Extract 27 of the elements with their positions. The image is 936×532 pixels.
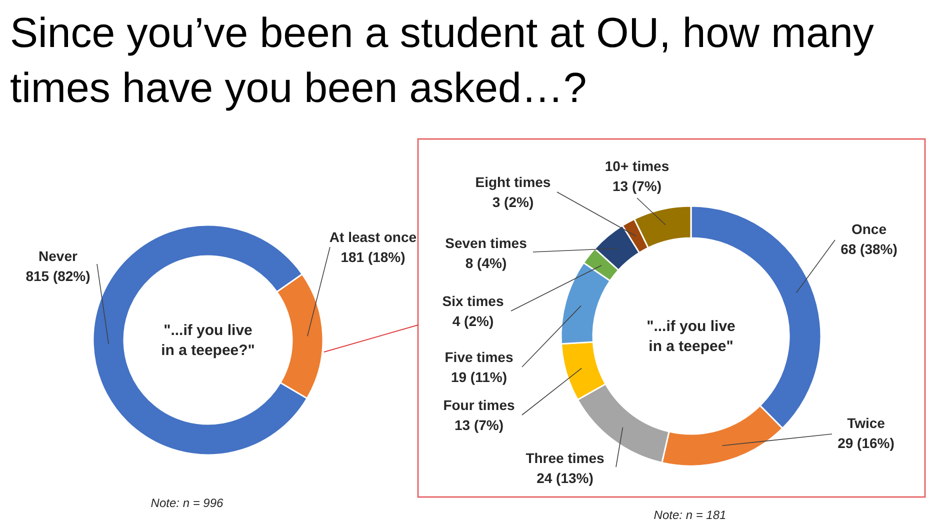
- slice-label: Never: [38, 248, 78, 264]
- data-label: 13 (7%): [612, 178, 662, 194]
- slice-label: Six times: [442, 293, 504, 309]
- slice-label: Five times: [444, 349, 514, 365]
- chart-title: Since you’ve been a student at OU, how many times have you been asked…?: [10, 9, 874, 111]
- data-label: 68 (38%): [840, 241, 898, 257]
- text: "...if you live in a teepee": [646, 318, 736, 355]
- slice-label: Four times: [443, 397, 515, 413]
- data-label: 4 (2%): [452, 313, 494, 329]
- slice-label: Eight times: [475, 174, 551, 190]
- text: "...if you live in a teepee?": [161, 322, 255, 359]
- data-label: 3 (2%): [492, 194, 534, 210]
- slice-label: Once: [851, 221, 887, 237]
- slice-label: At least once: [329, 229, 417, 245]
- slice-label: 10+ times: [604, 158, 670, 174]
- data-label: 29 (16%): [838, 435, 894, 451]
- data-label: 19 (11%): [450, 369, 508, 385]
- slice-label: Seven times: [445, 235, 528, 251]
- data-label: 24 (13%): [536, 470, 594, 486]
- data-label: 13 (7%): [454, 417, 504, 433]
- data-label: 8 (4%): [465, 255, 507, 271]
- slice-label: Three times: [526, 450, 605, 466]
- text: Note: n = 181: [654, 508, 726, 522]
- text: Note: n = 996: [150, 496, 224, 510]
- slice-label: Twice: [847, 415, 886, 431]
- data-label: 181 (18%): [340, 249, 406, 265]
- data-label: 815 (82%): [26, 268, 90, 284]
